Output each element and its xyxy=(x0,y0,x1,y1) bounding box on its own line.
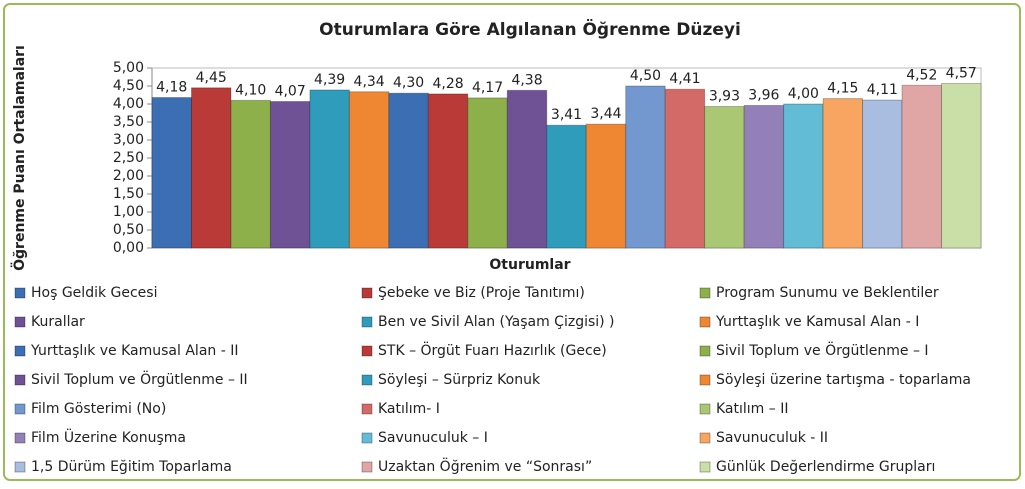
legend-swatch xyxy=(699,461,711,473)
legend-label: Kurallar xyxy=(31,314,85,330)
bar xyxy=(941,82,982,249)
legend-swatch xyxy=(14,403,26,415)
value-label: 4,17 xyxy=(472,80,503,96)
y-tick-label: 2,00 xyxy=(113,168,144,184)
bar xyxy=(704,106,745,249)
value-label: 3,41 xyxy=(551,107,582,123)
legend-label: Söyleşi üzerine tartışma - toparlama xyxy=(716,372,971,388)
bar xyxy=(862,99,903,249)
legend-label: Sivil Toplum ve Örgütlenme – II xyxy=(31,370,248,388)
legend-label: Program Sunumu ve Beklentiler xyxy=(716,285,939,301)
bar xyxy=(151,97,192,249)
legend-label: Yurttaşlık ve Kamusal Alan - I xyxy=(715,314,919,330)
y-tick-label: 0,50 xyxy=(113,222,144,238)
value-label: 4,07 xyxy=(275,83,306,99)
bar xyxy=(388,92,429,249)
value-label: 4,50 xyxy=(630,68,661,84)
y-axis-title: Öğrenme Puanı Ortalamaları xyxy=(10,45,28,271)
value-label: 3,96 xyxy=(748,87,779,103)
value-label: 4,28 xyxy=(432,76,463,92)
legend-label: Hoş Geldik Gecesi xyxy=(31,285,157,301)
legend-label: Film Üzerine Konuşma xyxy=(31,428,186,446)
value-label: 3,93 xyxy=(709,89,740,105)
legend-label: Katılım- I xyxy=(378,401,440,417)
legend-label: Savunuculuk – I xyxy=(378,430,488,446)
bar xyxy=(901,84,943,249)
y-tick-label: 4,00 xyxy=(113,96,144,112)
value-label: 4,18 xyxy=(156,80,187,96)
bar xyxy=(585,123,627,249)
legend-label: Sivil Toplum ve Örgütlenme – I xyxy=(716,341,929,359)
bar xyxy=(309,89,350,249)
legend-swatch xyxy=(361,345,373,357)
legend-swatch xyxy=(699,345,711,357)
bar xyxy=(427,93,469,249)
value-label: 4,52 xyxy=(906,67,937,83)
value-label: 4,57 xyxy=(946,65,977,81)
legend-label: Uzaktan Öğrenim ve “Sonrası” xyxy=(378,457,592,475)
value-label: 4,10 xyxy=(235,82,266,98)
legend-swatch xyxy=(14,316,26,328)
value-label: 4,41 xyxy=(669,71,700,87)
value-label: 4,45 xyxy=(196,70,227,86)
legend-swatch xyxy=(699,432,711,444)
legend-label: Katılım – II xyxy=(716,401,788,417)
legend-swatch xyxy=(361,461,373,473)
y-tick-label: 3,50 xyxy=(113,114,144,130)
legend-swatch xyxy=(14,345,26,357)
legend-label: Söyleşi – Sürpriz Konuk xyxy=(378,372,541,388)
value-label: 4,15 xyxy=(827,81,858,97)
value-label: 3,44 xyxy=(590,106,621,122)
bar xyxy=(664,88,706,249)
bar xyxy=(269,100,311,249)
legend-label: Ben ve Sivil Alan (Yaşam Çizgisi) ) xyxy=(378,314,615,330)
y-tick-label: 2,50 xyxy=(113,150,144,166)
value-label: 4,30 xyxy=(393,75,424,91)
legend-swatch xyxy=(14,374,26,386)
bar xyxy=(625,85,666,249)
y-tick-label: 4,50 xyxy=(113,78,144,94)
legend-label: 1,5 Dürüm Eğitim Toparlama xyxy=(31,459,232,475)
bar xyxy=(506,89,548,249)
chart-title: Oturumlara Göre Algılanan Öğrenme Düzeyi xyxy=(319,18,741,40)
value-label: 4,11 xyxy=(867,82,898,98)
y-tick-label: 3,00 xyxy=(113,132,144,148)
value-label: 4,39 xyxy=(314,72,345,88)
value-label: 4,38 xyxy=(511,72,542,88)
legend-swatch xyxy=(699,374,711,386)
bar xyxy=(822,98,864,249)
bar xyxy=(783,103,824,249)
legend-label: Günlük Değerlendirme Grupları xyxy=(716,459,935,475)
bar xyxy=(467,97,508,249)
value-label: 4,00 xyxy=(788,86,819,102)
legend-swatch xyxy=(361,287,373,299)
bar xyxy=(190,87,232,249)
legend-swatch xyxy=(699,287,711,299)
bar xyxy=(546,124,587,249)
legend-swatch xyxy=(361,316,373,328)
legend-swatch xyxy=(361,374,373,386)
y-tick-label: 1,50 xyxy=(113,186,144,202)
legend-label: Yurttaşlık ve Kamusal Alan - II xyxy=(30,343,238,359)
legend-swatch xyxy=(14,432,26,444)
y-tick-label: 0,00 xyxy=(113,240,144,256)
bar xyxy=(743,104,785,249)
legend-swatch xyxy=(14,461,26,473)
legend-swatch xyxy=(14,287,26,299)
legend-swatch xyxy=(699,403,711,415)
bar xyxy=(230,99,271,249)
x-axis-title: Oturumlar xyxy=(489,257,570,273)
y-tick-label: 5,00 xyxy=(113,60,144,76)
legend-label: STK – Örgüt Fuarı Hazırlık (Gece) xyxy=(378,341,607,359)
value-label: 4,34 xyxy=(354,74,385,90)
legend-label: Şebeke ve Biz (Proje Tanıtımı) xyxy=(378,285,585,301)
legend-label: Savunuculuk - II xyxy=(716,430,828,446)
bar xyxy=(348,91,390,249)
y-tick-label: 1,00 xyxy=(113,204,144,220)
legend-swatch xyxy=(361,432,373,444)
legend-swatch xyxy=(699,316,711,328)
legend-label: Film Gösterimi (No) xyxy=(31,401,166,417)
legend-swatch xyxy=(361,403,373,415)
